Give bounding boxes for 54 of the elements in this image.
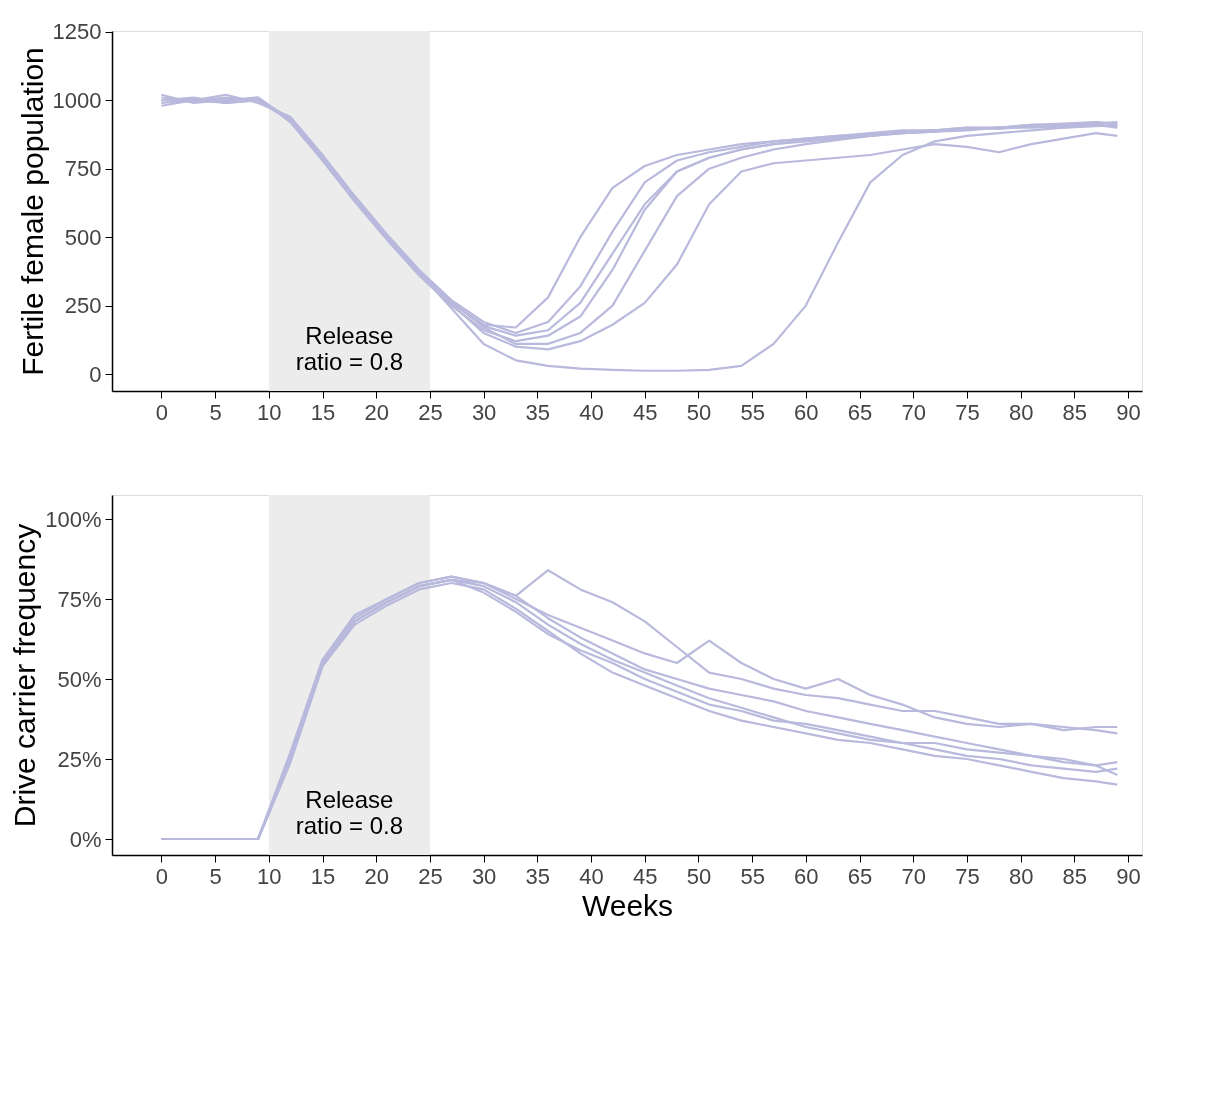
x-tick-label: 80	[1008, 399, 1034, 425]
x-tick-label: 30	[471, 399, 497, 425]
y-tick-label: 1250	[52, 19, 102, 45]
band-label: Release ratio = 0.8	[295, 322, 404, 375]
x-tick-label: 70	[901, 863, 926, 889]
y-tick-label: 100%	[45, 506, 102, 532]
x-tick-label: 0	[155, 399, 169, 425]
x-tick-label: 90	[1116, 863, 1141, 889]
x-tick-label: 5	[209, 863, 222, 889]
x-tick-label: 20	[364, 863, 389, 889]
y-tick-label: 500	[64, 224, 102, 250]
x-tick-label: 55	[740, 863, 765, 889]
x-tick-label: 40	[579, 863, 604, 889]
y-tick-label: 750	[64, 156, 102, 182]
x-tick-label: 75	[955, 863, 980, 889]
x-tick-label: 65	[847, 399, 873, 425]
x-tick-label: 60	[794, 399, 819, 425]
x-tick-label: 65	[847, 863, 873, 889]
y-tick-label: 1000	[52, 87, 102, 113]
y-tick-label: 50%	[57, 666, 102, 692]
x-tick-label: 20	[364, 399, 389, 425]
x-tick-label: 90	[1116, 399, 1141, 425]
x-tick-label: 50	[686, 863, 712, 889]
x-tick-label: 35	[525, 863, 551, 889]
x-tick-label: 30	[471, 863, 497, 889]
x-tick-label: 70	[901, 399, 926, 425]
x-tick-label: 50	[686, 399, 712, 425]
x-tick-label: 45	[632, 863, 658, 889]
y-tick-label: 0	[89, 361, 102, 387]
x-tick-label: 60	[794, 863, 819, 889]
y-tick-label: 75%	[57, 586, 102, 612]
y-tick-label: 25%	[57, 746, 102, 772]
band-label: Release ratio = 0.8	[295, 786, 404, 839]
y-axis-title: Drive carrier frequency	[8, 523, 42, 828]
x-tick-label: 80	[1008, 863, 1034, 889]
x-tick-label: 25	[418, 399, 443, 425]
x-tick-label: 45	[632, 399, 658, 425]
x-tick-label: 85	[1062, 863, 1088, 889]
x-tick-label: 75	[955, 399, 980, 425]
y-axis-title: Fertile female population	[15, 47, 49, 376]
x-tick-label: 5	[209, 399, 222, 425]
x-tick-label: 15	[310, 863, 336, 889]
x-tick-label: 15	[310, 399, 336, 425]
x-tick-label: 25	[418, 863, 443, 889]
y-tick-label: 0%	[69, 826, 102, 852]
x-tick-label: 85	[1062, 399, 1088, 425]
x-tick-label: 10	[257, 399, 282, 425]
x-tick-label: 55	[740, 399, 765, 425]
y-tick-label: 250	[64, 293, 102, 319]
x-tick-label: 35	[525, 399, 551, 425]
x-axis-title: Weeks	[581, 888, 674, 922]
x-tick-label: 40	[579, 399, 604, 425]
x-tick-label: 0	[155, 863, 169, 889]
x-tick-label: 10	[257, 863, 282, 889]
